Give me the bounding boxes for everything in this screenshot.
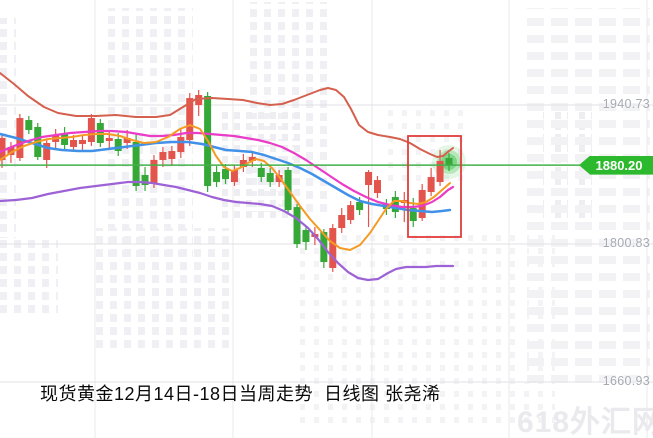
y-axis-label: 1940.73 [602,97,650,111]
site-watermark: 618外汇网 [517,406,653,438]
current-price-tag: 1880.20 [579,155,653,175]
chart-title: 现货黄金12月14日-18日当周走势 日线图 张尧浠 [40,384,441,404]
y-axis-label: 1660.93 [602,374,650,388]
current-price-value: 1880.20 [595,157,643,173]
y-axis-label: 1800.83 [602,236,650,250]
